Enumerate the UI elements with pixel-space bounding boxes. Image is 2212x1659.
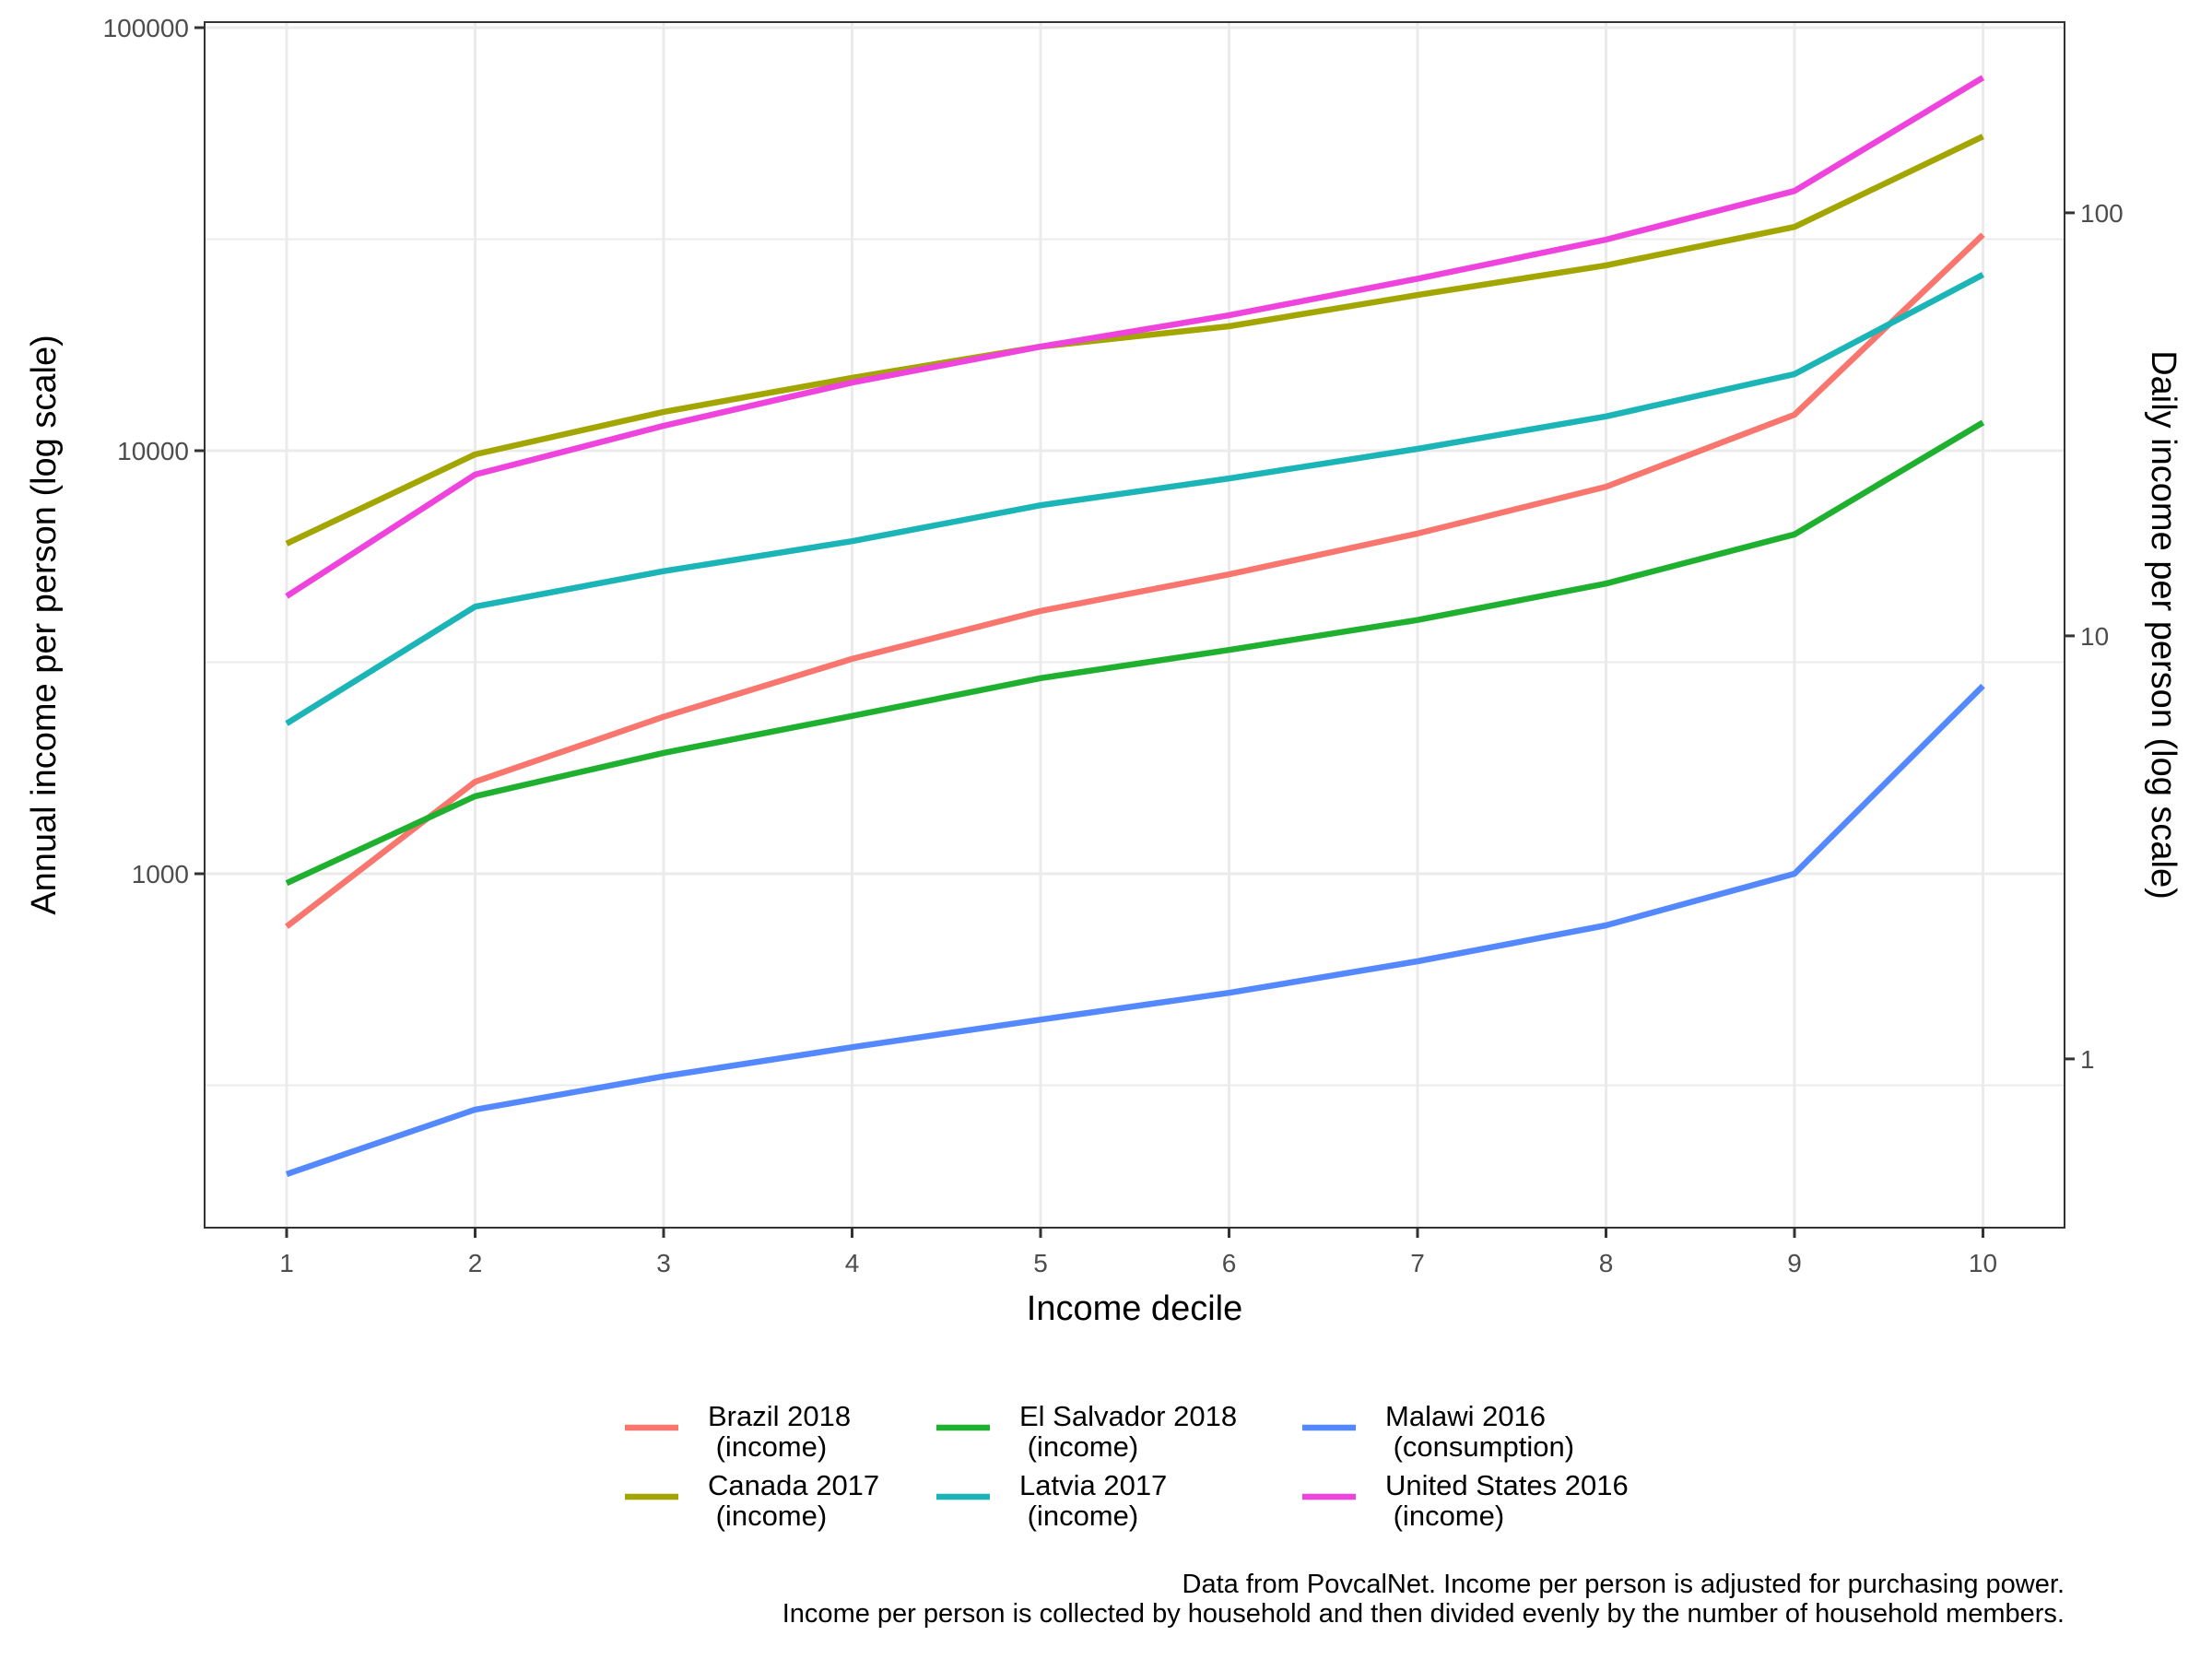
caption-line-1: Data from PovcalNet. Income per person i… — [1182, 1570, 2065, 1599]
caption-line-2: Income per person is collected by househ… — [782, 1599, 2065, 1629]
plot-panel-border — [204, 21, 2065, 1229]
y-axis-right: 1 10 100 — [2065, 199, 2124, 1074]
legend-sublabel: (income) — [708, 1430, 827, 1463]
y-tick-label: 100000 — [103, 14, 189, 42]
series-lines — [285, 75, 1985, 1177]
legend-label: Malawi 2016 — [1385, 1400, 1546, 1432]
legend: Brazil 2018 (income)Canada 2017 (income)… — [625, 1400, 1629, 1532]
x-tick-label: 1 — [279, 1249, 294, 1277]
y-tick-label: 1000 — [132, 860, 189, 888]
x-tick-label: 3 — [656, 1249, 671, 1277]
legend-item: United States 2016 (income) — [1302, 1469, 1629, 1532]
legend-item: Canada 2017 (income) — [625, 1469, 879, 1532]
major-gridlines — [205, 22, 2065, 1228]
legend-label: Latvia 2017 — [1019, 1469, 1167, 1501]
legend-item: Latvia 2017 (income) — [936, 1469, 1167, 1532]
x-tick-label: 7 — [1410, 1249, 1425, 1277]
x-axis: 1 2 3 4 5 6 7 8 9 10 — [279, 1228, 1997, 1277]
series-line-el-salvador-2018 — [285, 419, 1985, 887]
x-tick-label: 4 — [845, 1249, 860, 1277]
legend-label: Canada 2017 — [708, 1469, 879, 1501]
y-axis-title-right: Daily income per person (log scale) — [2144, 350, 2183, 900]
y-right-tick-label: 10 — [2080, 622, 2109, 651]
x-tick-label: 8 — [1599, 1249, 1614, 1277]
series-line-united-states-2016 — [285, 75, 1985, 599]
x-tick-label: 2 — [468, 1249, 483, 1277]
y-axis-title-left: Annual income per person (log scale) — [25, 335, 64, 914]
legend-item: El Salvador 2018 (income) — [936, 1400, 1237, 1463]
x-tick-label: 5 — [1033, 1249, 1048, 1277]
y-right-tick-label: 1 — [2080, 1045, 2095, 1074]
legend-label: El Salvador 2018 — [1019, 1400, 1237, 1432]
y-right-tick-label: 100 — [2080, 199, 2124, 228]
legend-item: Brazil 2018 (income) — [625, 1400, 851, 1463]
legend-label: United States 2016 — [1385, 1469, 1629, 1501]
legend-sublabel: (consumption) — [1385, 1430, 1574, 1463]
legend-sublabel: (income) — [708, 1500, 827, 1532]
legend-label: Brazil 2018 — [708, 1400, 851, 1432]
legend-sublabel: (income) — [1019, 1500, 1138, 1532]
legend-item: Malawi 2016 (consumption) — [1302, 1400, 1574, 1463]
x-tick-label: 6 — [1222, 1249, 1237, 1277]
series-line-brazil-2018 — [285, 232, 1985, 929]
legend-sublabel: (income) — [1385, 1500, 1504, 1532]
series-line-canada-2017 — [285, 134, 1984, 547]
x-tick-label: 9 — [1787, 1249, 1802, 1277]
series-line-malawi-2016 — [285, 683, 1985, 1177]
x-axis-title: Income decile — [1027, 1289, 1242, 1328]
series-line-latvia-2017 — [285, 272, 1985, 726]
y-axis-left: 1000 10000 100000 — [103, 14, 205, 888]
x-tick-label: 10 — [1969, 1249, 1997, 1277]
y-tick-label: 10000 — [117, 437, 189, 465]
legend-sublabel: (income) — [1019, 1430, 1138, 1463]
